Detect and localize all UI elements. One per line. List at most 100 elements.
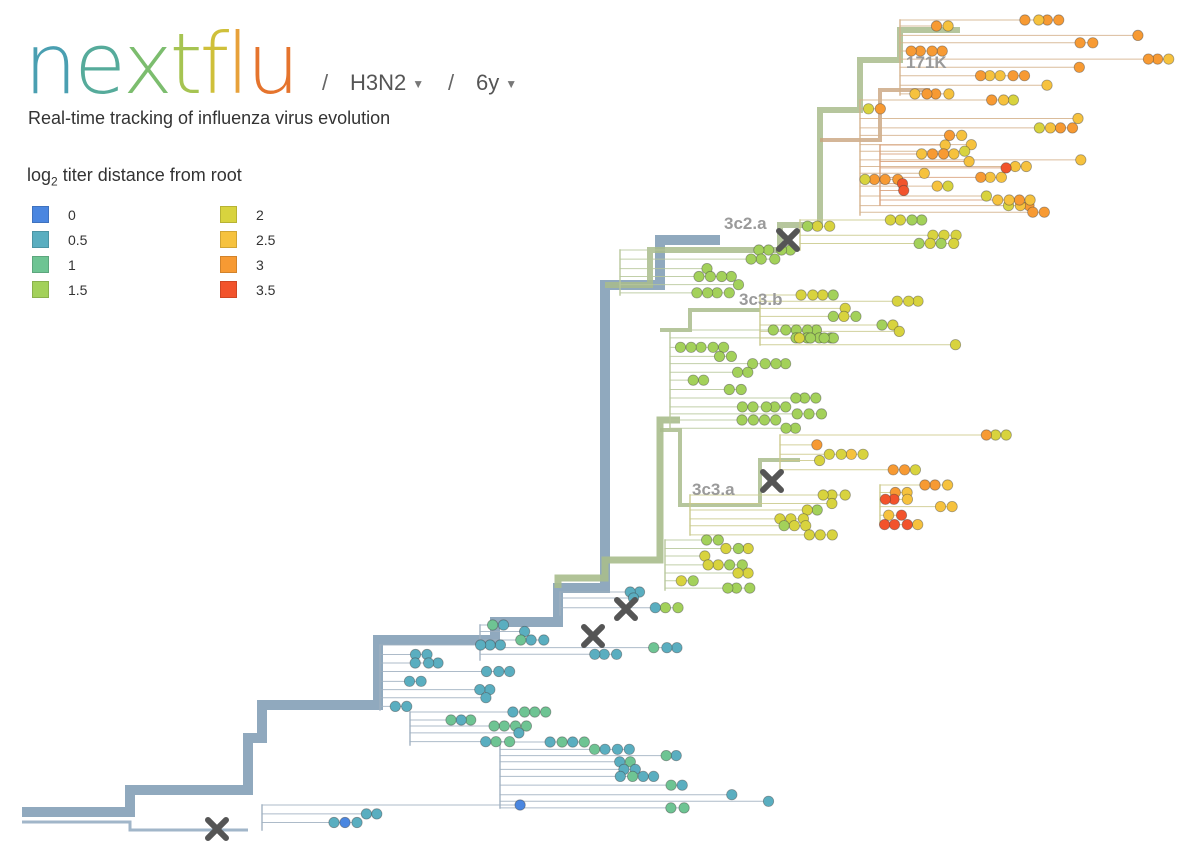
tree-tip[interactable] [948, 148, 960, 160]
tree-tip[interactable] [905, 45, 917, 57]
tree-tip[interactable] [779, 358, 792, 370]
tree-tip[interactable] [498, 720, 510, 732]
tree-tip[interactable] [879, 173, 891, 185]
tree-tip[interactable] [909, 88, 921, 100]
tree-tip[interactable] [339, 816, 351, 829]
tree-tip[interactable] [1009, 160, 1021, 173]
tree-tip[interactable] [887, 319, 899, 331]
tree-tip[interactable] [884, 214, 897, 226]
tree-tip[interactable] [1019, 14, 1031, 26]
tree-tip[interactable] [647, 770, 660, 783]
tree-tip[interactable] [720, 542, 732, 555]
tree-tip[interactable] [943, 129, 956, 141]
tree-tip[interactable] [1132, 29, 1144, 42]
tree-tip[interactable] [736, 401, 749, 413]
tree-tip[interactable] [711, 287, 723, 299]
tree-tip[interactable] [626, 770, 639, 783]
tree-tip[interactable] [520, 720, 533, 732]
mutation-x-icon[interactable] [776, 228, 800, 252]
tree-tip[interactable] [1074, 37, 1086, 49]
tree-tip[interactable] [898, 184, 910, 197]
tree-tip[interactable] [793, 332, 806, 344]
tree-tip[interactable] [942, 20, 954, 32]
tree-tip[interactable] [800, 520, 812, 532]
tree-tip[interactable] [778, 520, 790, 532]
tree-tip[interactable] [788, 520, 801, 532]
tree-tip[interactable] [670, 749, 682, 762]
tree-tip[interactable] [918, 167, 930, 179]
tree-tip[interactable] [811, 504, 823, 516]
tree-tip[interactable] [1087, 37, 1099, 49]
tree-tip[interactable] [484, 639, 496, 651]
tree-tip[interactable] [675, 575, 687, 587]
tree-tip[interactable] [514, 799, 526, 811]
lineage-dropdown[interactable]: H3N2 ▼ [350, 70, 424, 96]
tree-tip[interactable] [474, 639, 487, 651]
tree-tip[interactable] [912, 295, 924, 307]
tree-tip[interactable] [876, 319, 888, 331]
tree-tip[interactable] [894, 214, 907, 226]
tree-tip[interactable] [824, 220, 836, 232]
tree-tip[interactable] [540, 706, 552, 718]
tree-tip[interactable] [948, 237, 960, 249]
tree-tip[interactable] [659, 602, 672, 614]
tree-tip[interactable] [567, 736, 579, 748]
tree-tip[interactable] [712, 534, 724, 546]
tree-tip[interactable] [930, 20, 943, 32]
tree-tip[interactable] [874, 103, 886, 115]
tree-tip[interactable] [747, 401, 759, 413]
tree-tip[interactable] [665, 779, 677, 791]
tree-tip[interactable] [878, 518, 891, 531]
tree-tip[interactable] [674, 341, 687, 353]
tree-tip[interactable] [963, 155, 975, 168]
tree-tip[interactable] [745, 253, 757, 265]
tree-tip[interactable] [731, 366, 744, 378]
tree-tip[interactable] [494, 639, 506, 651]
tree-tip[interactable] [1073, 61, 1085, 73]
tree-tip[interactable] [795, 289, 807, 301]
tree-tip[interactable] [736, 559, 748, 571]
tree-tip[interactable] [898, 464, 911, 476]
tree-tip[interactable] [804, 332, 817, 344]
tree-tip[interactable] [827, 310, 839, 322]
tree-tip[interactable] [486, 619, 499, 631]
mutation-markers[interactable] [205, 228, 800, 841]
tree-tip[interactable] [736, 414, 748, 426]
tree-tip[interactable] [693, 270, 705, 283]
tree-tip[interactable] [937, 148, 950, 160]
tree-tip[interactable] [671, 642, 683, 654]
tree-tip[interactable] [712, 559, 724, 571]
tree-tip[interactable] [360, 808, 372, 820]
tree-tip[interactable] [1066, 122, 1079, 134]
tree-tip[interactable] [883, 509, 895, 521]
tree-tip[interactable] [726, 789, 738, 801]
tree-tip[interactable] [1041, 79, 1053, 91]
tree-tip[interactable] [801, 504, 813, 516]
tree-tip[interactable] [906, 214, 918, 226]
tree-tip[interactable] [811, 220, 824, 232]
tree-tip[interactable] [328, 816, 340, 829]
tree-tip[interactable] [801, 220, 814, 232]
tree-tip[interactable] [465, 714, 477, 726]
tree-tip[interactable] [716, 270, 728, 283]
tree-tip[interactable] [1054, 122, 1067, 134]
tree-tip[interactable] [497, 619, 510, 631]
tree-tip[interactable] [901, 518, 913, 531]
tree-tip[interactable] [997, 94, 1010, 106]
tree-tip[interactable] [503, 665, 516, 678]
tree-tip[interactable] [661, 642, 673, 654]
tree-tip[interactable] [895, 509, 908, 521]
tree-tip[interactable] [742, 366, 754, 378]
tree-tip[interactable] [926, 45, 938, 57]
tree-tip[interactable] [518, 706, 531, 718]
tree-tips[interactable] [328, 14, 1175, 829]
tree-tip[interactable] [943, 88, 955, 100]
tree-tip[interactable] [815, 408, 828, 420]
tree-tip[interactable] [1053, 14, 1065, 26]
tree-tip[interactable] [1033, 122, 1046, 134]
tree-tip[interactable] [916, 214, 928, 226]
tree-tip[interactable] [919, 479, 931, 491]
tree-tip[interactable] [760, 401, 772, 413]
mutation-x-icon[interactable] [614, 597, 638, 621]
tree-tip[interactable] [474, 683, 486, 696]
